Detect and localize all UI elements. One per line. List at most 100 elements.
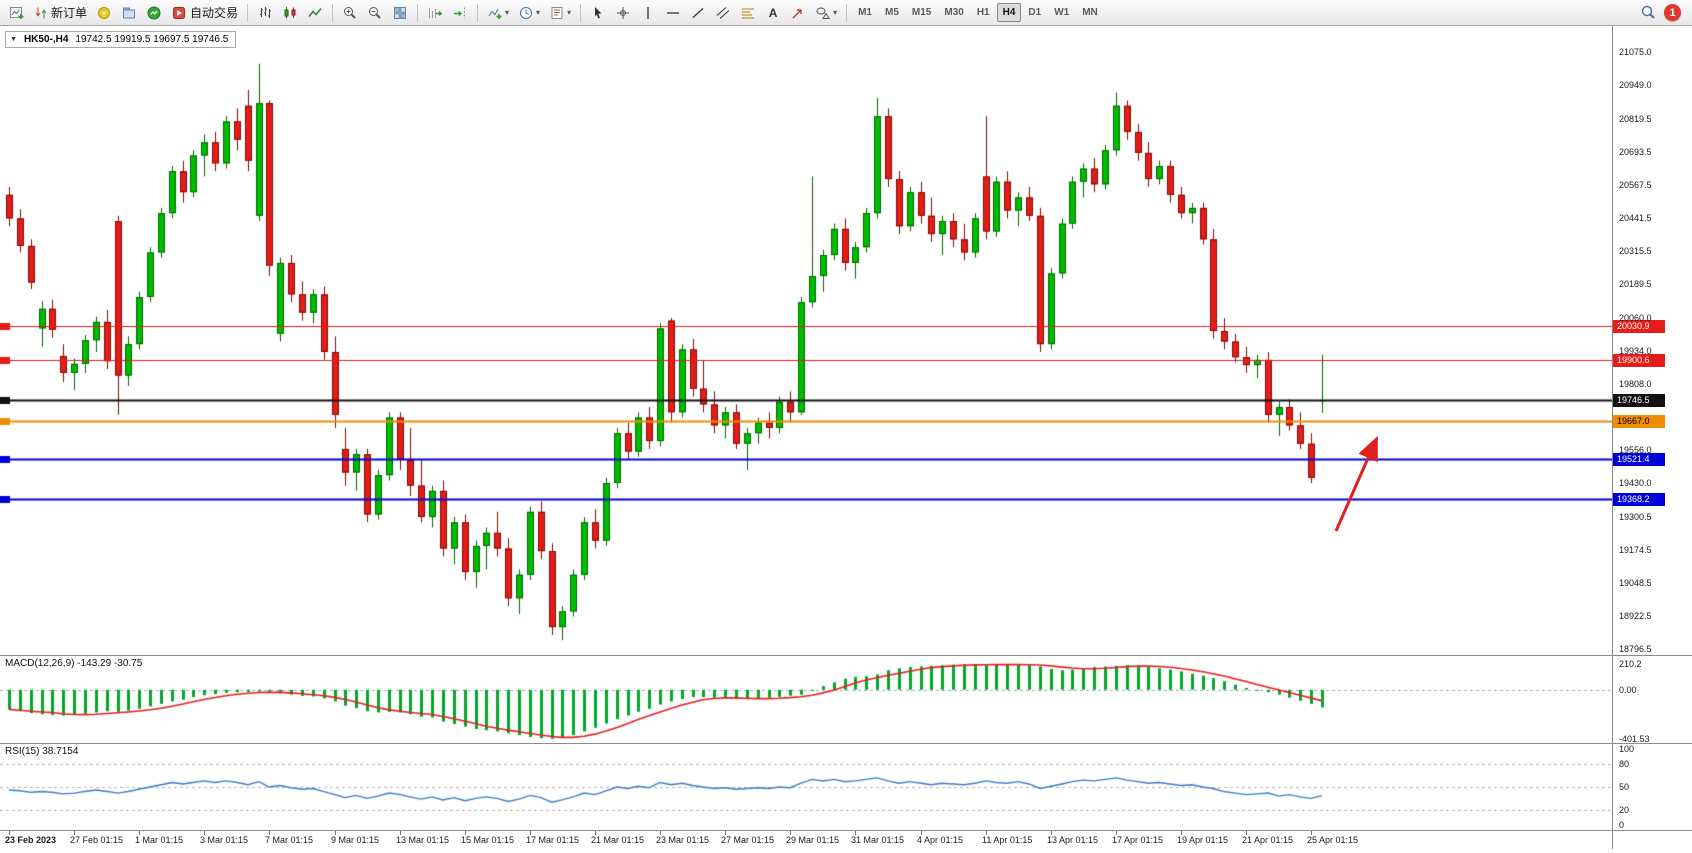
autotrading-button[interactable]: 自动交易 — [167, 2, 242, 24]
arrows-icon — [792, 8, 802, 18]
macd-scale-label: 0.00 — [1619, 684, 1637, 695]
price-scale-label: 20441.5 — [1619, 212, 1652, 223]
time-axis-label: 21 Mar 01:15 — [591, 835, 645, 845]
new-chart-icon — [10, 6, 24, 19]
market-watch-button[interactable] — [142, 2, 166, 24]
time-axis-label: 13 Apr 01:15 — [1047, 835, 1099, 845]
layouts-button[interactable] — [92, 2, 116, 24]
time-tick — [9, 831, 10, 835]
panel-separator[interactable] — [0, 655, 1692, 656]
timeframe-m15-button[interactable]: M15 — [911, 7, 932, 18]
periods-button[interactable]: ▾ — [514, 2, 544, 24]
time-axis-label: 13 Mar 01:15 — [396, 835, 450, 845]
time-axis-label: 4 Apr 01:15 — [917, 835, 964, 845]
rsi-scale-label: 50 — [1619, 782, 1630, 792]
text-tool-button[interactable]: A — [761, 2, 785, 24]
auto-scroll-button[interactable] — [423, 2, 447, 24]
price-scale-label: 20949.0 — [1619, 80, 1652, 90]
time-tick — [921, 831, 922, 835]
panel-separator[interactable] — [0, 830, 1692, 831]
shapes-tool-button[interactable]: ▾ — [811, 2, 841, 24]
time-axis-label: 7 Mar 01:15 — [265, 835, 314, 845]
shapes-dropdown-arrow[interactable]: ▾ — [833, 8, 838, 17]
timeframe-mn-button[interactable]: MN — [1082, 7, 1098, 18]
collapse-icon[interactable]: ▼ — [10, 36, 17, 43]
crosshair-tool-button[interactable] — [611, 2, 635, 24]
time-tick — [1246, 831, 1247, 835]
price-scale-label: 18796.5 — [1619, 644, 1652, 654]
new-order-button[interactable]: 新订单 — [30, 2, 91, 24]
shapes-icon — [816, 7, 830, 19]
price-scale-label: 19430.0 — [1619, 478, 1652, 488]
notification-badge[interactable]: 1 — [1664, 4, 1681, 21]
indicators-dropdown-arrow[interactable]: ▾ — [505, 8, 510, 17]
timeframe-h4-button[interactable]: H4 — [996, 3, 1022, 22]
periods-dropdown-arrow[interactable]: ▾ — [536, 8, 541, 17]
price-scale-label: 19300.5 — [1619, 511, 1652, 522]
time-tick — [725, 831, 726, 835]
new-order-icon — [35, 7, 47, 18]
time-axis-label: 9 Mar 01:15 — [331, 835, 380, 845]
line-chart-icon — [308, 7, 322, 17]
timeframe-m1-button[interactable]: M1 — [858, 7, 872, 18]
macd-canvas[interactable] — [0, 656, 1612, 743]
timeframe-d1-button[interactable]: D1 — [1028, 7, 1042, 18]
rsi-canvas[interactable] — [0, 744, 1612, 830]
new-chart-button[interactable] — [5, 2, 29, 24]
line-chart-type-button[interactable] — [303, 2, 327, 24]
rsi-scale-label: 80 — [1619, 759, 1630, 770]
time-tick — [1181, 831, 1182, 835]
chart-shift-button[interactable] — [448, 2, 472, 24]
search-button[interactable] — [1636, 2, 1661, 24]
price-chart-canvas[interactable] — [0, 26, 1612, 656]
time-axis-label: 1 Mar 01:15 — [135, 835, 184, 845]
autotrading-label: 自动交易 — [190, 6, 239, 20]
rsi-scale-label: 0 — [1619, 820, 1625, 830]
timeframe-w1-button[interactable]: W1 — [1054, 7, 1070, 18]
price-axis[interactable]: 20030.9 19900.6 19746.5 19667.0 19521.4 19368… — [1612, 26, 1692, 849]
price-scale-label: 19174.5 — [1619, 544, 1652, 555]
indicators-button[interactable]: ▾ — [483, 2, 513, 24]
panel-separator[interactable] — [0, 743, 1692, 744]
timeframe-m30-button[interactable]: M30 — [944, 7, 964, 18]
symbol-period-label: HK50-,H4 — [23, 34, 69, 45]
bar-chart-icon — [260, 6, 272, 18]
bar-chart-type-button[interactable] — [253, 2, 277, 24]
time-axis-label: 23 Mar 01:15 — [656, 835, 710, 845]
profiles-button[interactable] — [117, 2, 141, 24]
templates-dropdown-arrow[interactable]: ▾ — [567, 8, 572, 17]
time-axis-label: 19 Apr 01:15 — [1177, 835, 1229, 845]
time-tick — [269, 831, 270, 835]
cursor-tool-button[interactable] — [586, 2, 610, 24]
chart-area[interactable]: 20030.9 19900.6 19746.5 19667.0 19521.4 19368… — [0, 26, 1692, 853]
zoom-out-button[interactable] — [363, 2, 387, 24]
new-order-label: 新订单 — [51, 6, 88, 20]
macd-values: -143.29 -30.75 — [77, 658, 143, 669]
toolbar: 新订单 自动交易 ▾ ▾ ▾ A ▾ M1 M5 M15 M30 H1 H4 D… — [0, 0, 1692, 26]
fibonacci-tool-button[interactable] — [736, 2, 760, 24]
time-tick — [1051, 831, 1052, 835]
trendline-tool-button[interactable] — [686, 2, 710, 24]
chart-title[interactable]: ▼ HK50-,H4 19742.5 19919.5 19697.5 19746… — [5, 31, 237, 48]
channel-tool-button[interactable] — [711, 2, 735, 24]
price-tag: 19746.5 — [1613, 394, 1665, 407]
arrows-tool-button[interactable] — [786, 2, 810, 24]
vertical-line-tool-button[interactable] — [636, 2, 660, 24]
time-tick — [139, 831, 140, 835]
horizontal-line-tool-button[interactable] — [661, 2, 685, 24]
price-tag: 19667.0 — [1613, 415, 1665, 428]
time-tick — [855, 831, 856, 835]
time-tick — [595, 831, 596, 835]
tile-windows-button[interactable] — [388, 2, 412, 24]
timeframe-h1-button[interactable]: H1 — [976, 7, 990, 18]
fibonacci-icon — [742, 8, 755, 18]
price-scale-label: 20189.5 — [1619, 279, 1652, 289]
templates-button[interactable]: ▾ — [545, 2, 575, 24]
zoom-in-button[interactable] — [338, 2, 362, 24]
time-axis-label: 25 Apr 01:15 — [1307, 835, 1359, 845]
timeframe-m5-button[interactable]: M5 — [885, 7, 899, 18]
candlestick-chart-type-button[interactable] — [278, 2, 302, 24]
candlestick-chart-icon — [284, 6, 296, 18]
price-scale-label: 20567.5 — [1619, 179, 1652, 190]
time-tick — [335, 831, 336, 835]
